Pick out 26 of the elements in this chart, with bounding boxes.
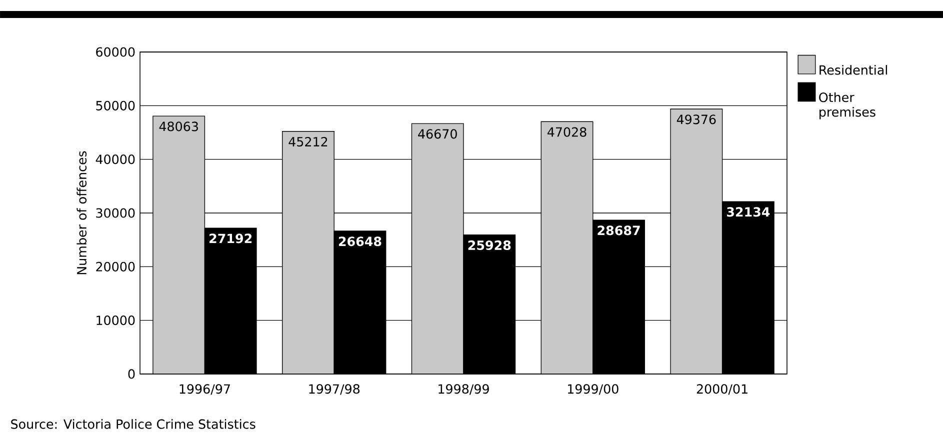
data-label: 32134 [726,207,770,217]
legend-label: Other premises [819,92,876,120]
y-tick-label: 10000 [96,316,135,326]
y-tick-label: 0 [128,369,135,379]
data-label: 25928 [468,240,511,250]
y-tick-label: 40000 [96,154,135,164]
x-tick-label: 1998/99 [438,384,489,395]
data-label: 47028 [547,127,586,137]
legend-label: Residential [820,64,888,75]
y-tick-label: 50000 [96,100,135,110]
data-label: 49376 [676,114,716,124]
data-label: 28687 [598,226,640,236]
y-tick-label: 60000 [96,47,135,57]
y-tick-label: 30000 [96,208,135,218]
data-label: 27192 [210,234,252,244]
x-tick-label: 1996/97 [180,384,230,395]
y-tick-label: 20000 [96,262,135,272]
data-label: 46670 [418,129,457,139]
data-label: 45212 [288,136,328,147]
source-note: Source: Victoria Police Crime Statistics [11,419,256,429]
x-tick-label: 1999/00 [568,384,618,395]
x-tick-label: 2000/01 [696,384,748,395]
data-label: 26648 [338,236,382,246]
y-axis-title: Number of offences [76,151,87,274]
x-tick-label: 1997/98 [309,384,360,395]
data-label: 48063 [159,122,198,132]
